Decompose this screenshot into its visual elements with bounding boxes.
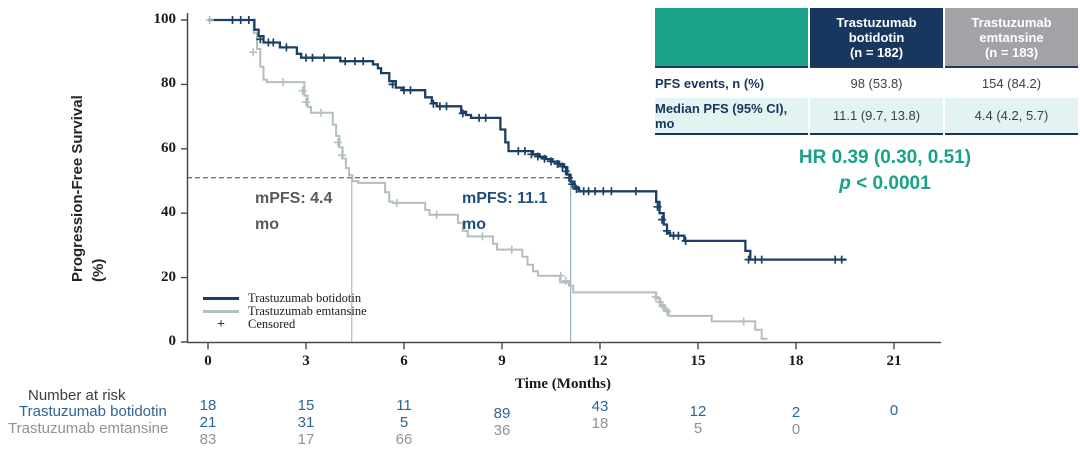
x-tick-label: 15 [690,353,706,369]
median-pfs-emtansine: 4.4 (4.2, 5.7) [945,98,1078,135]
y-tick-label: 80 [161,75,176,92]
legend-item-emtansine: Trastuzumab emtansine [203,304,367,318]
risk-count: 36 [493,422,511,439]
y-axis-title: Progression-Free Survival (%) [67,36,113,282]
risk-count: 12 [689,403,707,420]
hazard-ratio-value: HR 0.39 (0.30, 0.51) [798,147,972,168]
mpfs-botidotin-unit: mo [462,216,486,233]
axis-ticks [181,19,895,350]
y-axis-title-line1: Progression-Free Survival [69,95,86,282]
x-tick-label: 12 [592,353,608,369]
stats-row-label-median-pfs: Median PFS (95% CI), mo [655,98,808,135]
stats-header-spacer-cell [655,8,808,68]
risk-count: 17 [297,431,315,448]
risk-count: 0 [889,402,899,419]
x-tick-label: 0 [204,353,212,369]
y-axis-title-line2: (%) [90,258,107,282]
risk-count: 89 [493,405,511,422]
mpfs-botidotin-value: mPFS: 11.1 [462,190,548,207]
risk-row-label-botidotin: Trastuzumab botidotin [19,403,167,420]
botidotin-line-swatch [203,297,239,300]
plot-legend: Trastuzumab botidotin Trastuzumab emtans… [203,291,367,332]
hazard-ratio-annotation: HR 0.39 (0.30, 0.51) p < 0.0001 [735,145,1035,197]
pfs-events-botidotin: 98 (53.8) [850,75,903,91]
risk-count: 15 [297,397,315,414]
risk-count: 43 [591,398,609,415]
stats-table: Trastuzumab botidotin (n = 182) Trastuzu… [655,8,1078,135]
risk-count: 66 [395,431,413,448]
x-tick-label: 18 [788,353,804,369]
censor-marks-emtansine [205,16,748,326]
y-tick-label: 60 [161,139,176,156]
curve-emtansine [208,19,768,340]
censored-plus-icon: + [217,316,225,332]
stats-header-botidotin: Trastuzumab botidotin (n = 182) [810,8,943,68]
risk-count: 21 [199,414,217,431]
pfs-events-emtansine: 154 (84.2) [981,75,1042,91]
censor-marks-botidotin [228,16,846,264]
risk-count: 2 [791,404,801,421]
legend-item-botidotin: Trastuzumab botidotin [203,291,367,305]
legend-label: Trastuzumab botidotin [248,291,362,305]
x-tick-label: 9 [498,353,506,369]
x-tick-label: 6 [400,353,408,369]
risk-count: 18 [199,397,217,414]
x-tick-label: 21 [886,353,902,369]
x-axis-title: Time (Months) [515,376,611,392]
risk-count: 18 [591,415,609,432]
x-tick-label: 3 [302,353,310,369]
mpfs-emtansine-value: mPFS: 4.4 [255,190,333,207]
risk-count: 31 [297,414,315,431]
mpfs-annotation-botidotin: mPFS: 11.1 mo [462,186,547,238]
y-tick-label: 40 [161,204,176,221]
risk-count: 0 [791,421,801,438]
legend-item-censored: + Censored [203,316,367,332]
y-tick-label: 20 [161,268,176,285]
y-tick-label: 100 [153,11,177,27]
p-value-text: < 0.0001 [850,173,931,194]
risk-count: 5 [693,420,703,437]
stats-header-emtansine: Trastuzumab emtansine (n = 183) [945,8,1078,68]
y-tick-label: 0 [168,333,177,349]
mpfs-annotation-emtansine: mPFS: 4.4 mo [255,186,332,238]
legend-label: Censored [248,317,296,331]
risk-count: 11 [396,397,412,414]
stats-row-label-pfs-events: PFS events, n (%) [655,75,765,91]
risk-count: 83 [199,431,217,448]
emtansine-line-swatch [203,310,239,313]
p-symbol: p [839,173,851,194]
risk-count: 5 [399,414,409,431]
risk-row-label-emtansine: Trastuzumab emtansine [8,420,169,437]
p-value: p < 0.0001 [735,171,1035,197]
median-pfs-botidotin: 11.1 (9.7, 13.8) [810,98,943,135]
number-at-risk-title: Number at risk [28,387,126,404]
mpfs-emtansine-unit: mo [255,216,279,233]
legend-label: Trastuzumab emtansine [248,304,367,318]
